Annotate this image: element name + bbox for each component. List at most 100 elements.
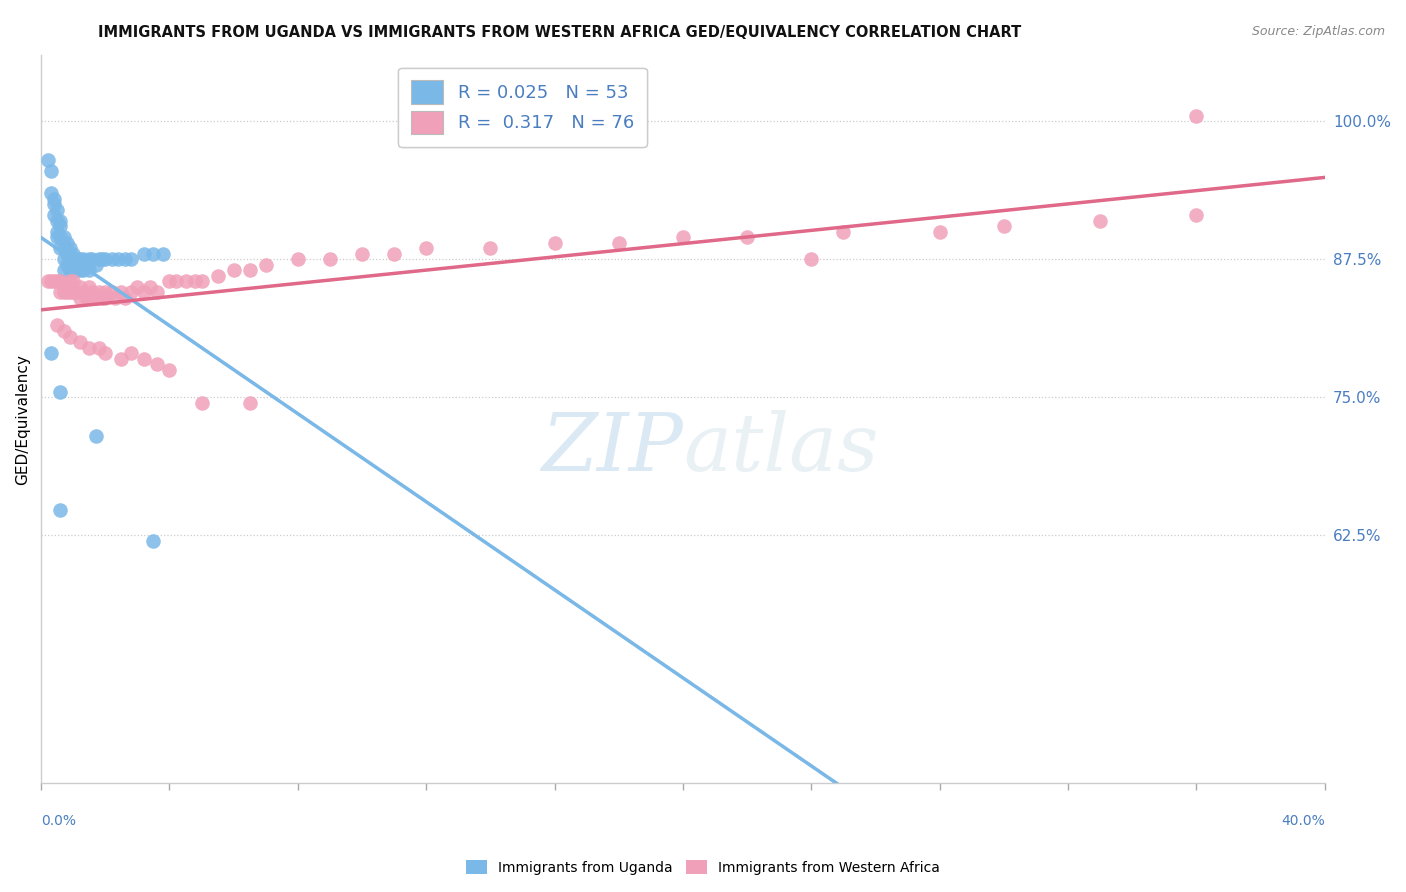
Point bbox=[993, 219, 1015, 234]
Point bbox=[107, 252, 129, 267]
Point bbox=[350, 246, 373, 260]
Point bbox=[42, 192, 65, 206]
Point bbox=[139, 280, 162, 294]
Point bbox=[415, 241, 437, 255]
Point bbox=[49, 274, 72, 288]
Point bbox=[84, 258, 107, 272]
Point bbox=[174, 274, 197, 288]
Legend: Immigrants from Uganda, Immigrants from Western Africa: Immigrants from Uganda, Immigrants from … bbox=[460, 855, 946, 880]
Point bbox=[49, 241, 72, 255]
Point bbox=[928, 225, 950, 239]
Point bbox=[46, 274, 69, 288]
Point bbox=[152, 246, 174, 260]
Point bbox=[46, 202, 69, 217]
Point bbox=[159, 362, 181, 376]
Point bbox=[49, 502, 72, 516]
Point bbox=[145, 285, 167, 300]
Point bbox=[65, 285, 87, 300]
Point bbox=[49, 230, 72, 244]
Point bbox=[100, 285, 122, 300]
Point bbox=[207, 268, 229, 283]
Point bbox=[65, 252, 87, 267]
Point bbox=[59, 263, 82, 277]
Point bbox=[42, 274, 65, 288]
Point bbox=[77, 291, 100, 305]
Point bbox=[55, 235, 77, 250]
Point bbox=[72, 285, 94, 300]
Point bbox=[62, 252, 84, 267]
Point bbox=[37, 274, 59, 288]
Point bbox=[543, 235, 565, 250]
Point bbox=[55, 258, 77, 272]
Point bbox=[62, 274, 84, 288]
Point bbox=[127, 280, 149, 294]
Point bbox=[735, 230, 758, 244]
Point bbox=[77, 341, 100, 355]
Point bbox=[59, 285, 82, 300]
Point bbox=[82, 285, 104, 300]
Point bbox=[382, 246, 405, 260]
Point bbox=[42, 208, 65, 222]
Point bbox=[132, 285, 155, 300]
Point bbox=[84, 291, 107, 305]
Point bbox=[55, 285, 77, 300]
Point bbox=[190, 274, 212, 288]
Point bbox=[42, 197, 65, 211]
Point bbox=[114, 252, 136, 267]
Point bbox=[91, 291, 114, 305]
Point bbox=[239, 263, 262, 277]
Point bbox=[52, 285, 75, 300]
Point bbox=[132, 246, 155, 260]
Point bbox=[39, 346, 62, 360]
Point bbox=[142, 533, 165, 548]
Point bbox=[87, 252, 110, 267]
Y-axis label: GED/Equivalency: GED/Equivalency bbox=[15, 354, 30, 484]
Text: IMMIGRANTS FROM UGANDA VS IMMIGRANTS FROM WESTERN AFRICA GED/EQUIVALENCY CORRELA: IMMIGRANTS FROM UGANDA VS IMMIGRANTS FRO… bbox=[98, 25, 1022, 40]
Point bbox=[239, 395, 262, 409]
Point bbox=[55, 246, 77, 260]
Point bbox=[46, 318, 69, 333]
Point bbox=[49, 384, 72, 399]
Point bbox=[114, 291, 136, 305]
Point bbox=[59, 241, 82, 255]
Point bbox=[165, 274, 187, 288]
Point bbox=[75, 258, 97, 272]
Point bbox=[52, 252, 75, 267]
Point bbox=[46, 225, 69, 239]
Point bbox=[52, 263, 75, 277]
Point bbox=[104, 291, 127, 305]
Point bbox=[120, 285, 142, 300]
Point bbox=[72, 263, 94, 277]
Point bbox=[75, 291, 97, 305]
Point bbox=[120, 252, 142, 267]
Point bbox=[69, 334, 91, 349]
Point bbox=[52, 241, 75, 255]
Point bbox=[479, 241, 502, 255]
Point bbox=[62, 246, 84, 260]
Point bbox=[132, 351, 155, 366]
Point bbox=[190, 395, 212, 409]
Point bbox=[69, 291, 91, 305]
Point bbox=[59, 329, 82, 343]
Point bbox=[319, 252, 342, 267]
Point bbox=[672, 230, 695, 244]
Text: Source: ZipAtlas.com: Source: ZipAtlas.com bbox=[1251, 25, 1385, 38]
Point bbox=[94, 252, 117, 267]
Point bbox=[65, 263, 87, 277]
Point bbox=[39, 186, 62, 200]
Point bbox=[46, 213, 69, 227]
Point bbox=[39, 164, 62, 178]
Point bbox=[52, 324, 75, 338]
Text: atlas: atlas bbox=[683, 409, 879, 487]
Point bbox=[159, 274, 181, 288]
Point bbox=[72, 252, 94, 267]
Point bbox=[52, 280, 75, 294]
Point bbox=[69, 263, 91, 277]
Point bbox=[87, 341, 110, 355]
Text: 0.0%: 0.0% bbox=[41, 814, 76, 828]
Point bbox=[77, 280, 100, 294]
Point bbox=[254, 258, 277, 272]
Point bbox=[94, 285, 117, 300]
Point bbox=[77, 263, 100, 277]
Point bbox=[49, 219, 72, 234]
